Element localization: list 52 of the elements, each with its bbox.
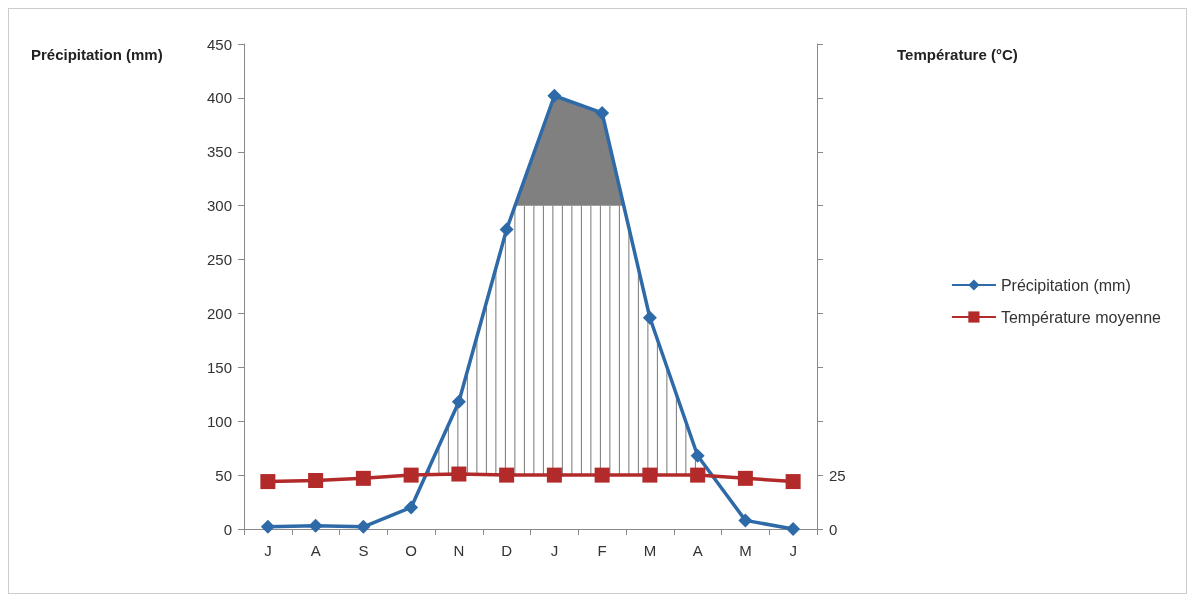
point bbox=[642, 467, 658, 483]
point bbox=[355, 470, 371, 486]
point bbox=[499, 222, 514, 237]
y2-axis-title: Température (°C) bbox=[897, 46, 1018, 63]
point bbox=[404, 500, 419, 515]
point bbox=[737, 470, 753, 486]
point bbox=[403, 467, 419, 483]
y-tick-label: 350 bbox=[206, 143, 232, 161]
point bbox=[499, 467, 515, 483]
point bbox=[451, 394, 466, 409]
point bbox=[308, 518, 323, 533]
x-tick-label: F bbox=[597, 542, 607, 559]
x-tick-label: J bbox=[789, 542, 797, 559]
point bbox=[594, 467, 610, 483]
x-tick-label: O bbox=[405, 542, 417, 559]
point bbox=[260, 474, 276, 490]
y-tick-label: 200 bbox=[206, 304, 232, 322]
x-tick-label: M bbox=[739, 542, 752, 559]
x-tick-label: S bbox=[358, 542, 369, 559]
x-tick-label: J bbox=[550, 542, 559, 559]
x-tick-label: J bbox=[264, 542, 272, 559]
point bbox=[785, 474, 801, 490]
point bbox=[451, 466, 467, 482]
x-tick-label: A bbox=[692, 542, 703, 559]
y-tick-label: 100 bbox=[206, 412, 232, 430]
y-tick-label: 400 bbox=[206, 89, 232, 107]
y2-tick-label: 0 bbox=[829, 520, 838, 538]
point bbox=[547, 88, 562, 103]
legend-label: Température moyenne bbox=[1000, 308, 1162, 326]
y-tick-label: 150 bbox=[206, 358, 232, 376]
point bbox=[356, 519, 371, 534]
point bbox=[642, 310, 657, 325]
point bbox=[786, 522, 801, 536]
point bbox=[308, 473, 324, 488]
y-tick-label: 300 bbox=[206, 197, 232, 215]
y-tick-label: 450 bbox=[206, 35, 232, 53]
point bbox=[690, 448, 705, 463]
y2-tick-label: 25 bbox=[829, 466, 846, 484]
y-tick-label: 0 bbox=[223, 520, 232, 538]
y-tick-label: 250 bbox=[206, 251, 232, 269]
x-tick-label: D bbox=[501, 542, 513, 559]
point bbox=[738, 513, 753, 528]
point bbox=[546, 467, 562, 483]
legend-label: Précipitation (mm) bbox=[1000, 276, 1131, 294]
point bbox=[260, 519, 275, 534]
point bbox=[595, 105, 610, 120]
x-tick-label: M bbox=[643, 542, 657, 559]
y-axis-title: Précipitation (mm) bbox=[31, 46, 163, 63]
x-tick-label: A bbox=[310, 542, 321, 559]
y-tick-label: 50 bbox=[215, 466, 232, 484]
point bbox=[690, 467, 706, 483]
x-tick-label: N bbox=[453, 542, 465, 559]
